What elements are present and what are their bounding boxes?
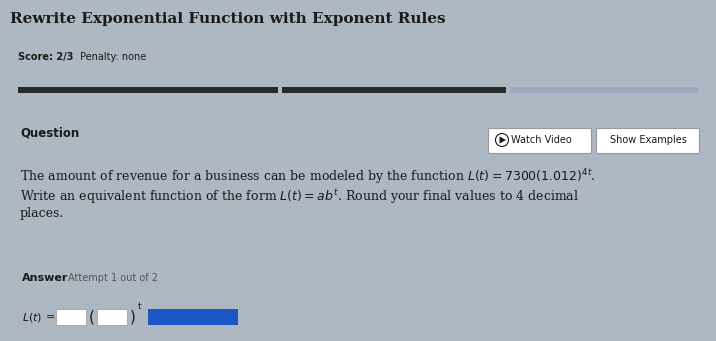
Bar bbox=[56, 309, 86, 325]
Text: The amount of revenue for a business can be modeled by the function $L(t) = 7300: The amount of revenue for a business can… bbox=[20, 167, 596, 187]
Bar bbox=[18, 87, 278, 93]
Text: ): ) bbox=[130, 310, 136, 325]
Text: Rewrite Exponential Function with Exponent Rules: Rewrite Exponential Function with Expone… bbox=[10, 12, 445, 26]
FancyBboxPatch shape bbox=[488, 129, 591, 153]
Bar bbox=[97, 309, 127, 325]
Bar bbox=[148, 309, 238, 325]
Text: =: = bbox=[46, 312, 55, 322]
Text: places.: places. bbox=[20, 207, 64, 220]
Text: t: t bbox=[138, 302, 142, 311]
Text: Attempt 1 out of 2: Attempt 1 out of 2 bbox=[68, 273, 158, 283]
Text: Score: 2/3: Score: 2/3 bbox=[18, 52, 73, 62]
Bar bbox=[510, 87, 698, 93]
Text: Penalty: none: Penalty: none bbox=[80, 52, 146, 62]
Text: Write an equivalent function of the form $L(t) = ab^t$. Round your final values : Write an equivalent function of the form… bbox=[20, 187, 579, 206]
Text: Watch Video: Watch Video bbox=[511, 135, 572, 145]
Text: Show Examples: Show Examples bbox=[609, 135, 687, 145]
Text: $L(t)$: $L(t)$ bbox=[22, 311, 42, 324]
Bar bbox=[282, 87, 506, 93]
Text: Answer: Answer bbox=[22, 273, 68, 283]
FancyBboxPatch shape bbox=[596, 129, 700, 153]
Text: (: ( bbox=[89, 310, 95, 325]
Text: Question: Question bbox=[20, 127, 79, 140]
Polygon shape bbox=[500, 136, 506, 144]
